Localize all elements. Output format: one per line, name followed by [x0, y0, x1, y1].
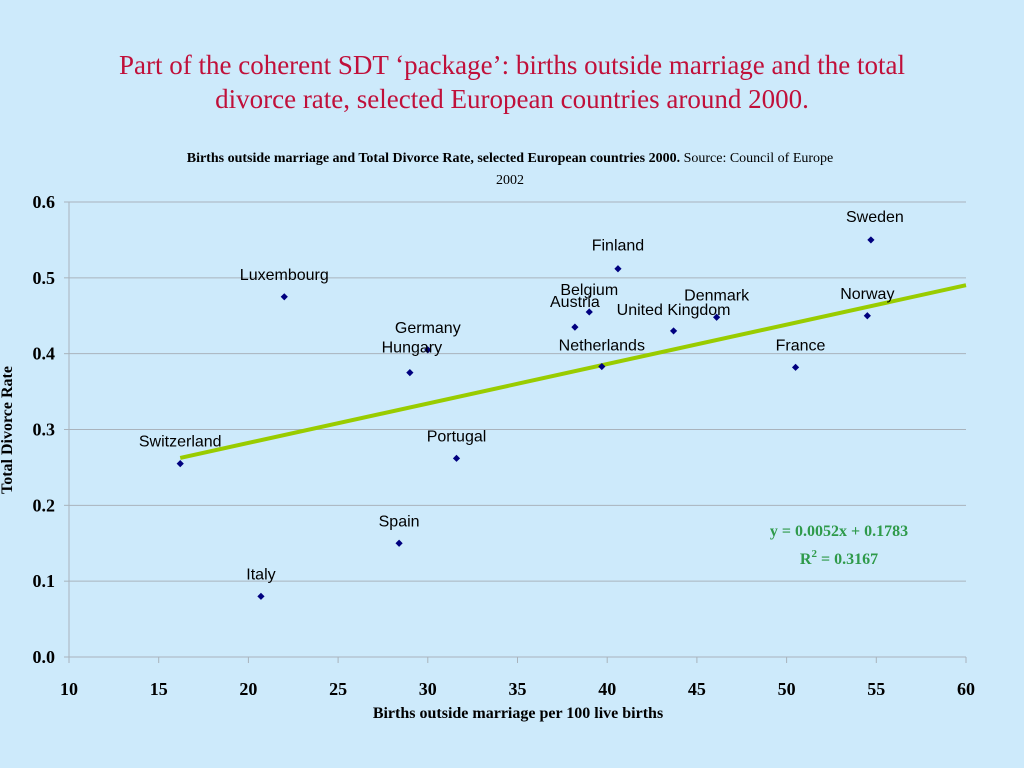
x-tick-label: 55 — [867, 679, 885, 699]
x-tick-label: 60 — [957, 679, 975, 699]
x-tick-label: 20 — [239, 679, 257, 699]
point-norway — [863, 312, 871, 320]
trendline-layer — [179, 283, 967, 460]
r2-suffix: = 0.3167 — [817, 551, 878, 568]
r2-prefix: R — [800, 551, 812, 568]
chart-title-main: Births outside marriage and Total Divorc… — [186, 151, 681, 166]
point-france — [791, 363, 800, 371]
point-denmark — [713, 313, 721, 321]
r2-superscript: 2 — [811, 548, 817, 560]
label-sweden: Sweden — [846, 209, 904, 226]
chart-title-source: Source: Council of Europe — [683, 151, 834, 166]
point-netherlands — [598, 362, 606, 371]
label-belgium: Belgium — [560, 282, 618, 299]
y-tick-label: 0.2 — [33, 495, 56, 515]
y-tick-label: 0.4 — [33, 344, 56, 364]
label-hungary: Hungary — [382, 340, 442, 357]
points-layer — [176, 236, 875, 600]
y-tick-label: 0.3 — [33, 420, 56, 440]
slide-title-line-1: Part of the coherent SDT ‘package’: birt… — [119, 50, 905, 80]
x-tick-label: 50 — [778, 679, 796, 699]
point-luxembourg — [280, 293, 288, 301]
y-axis-title: Total Divorce Rate — [0, 366, 16, 494]
trendline-r-squared: R2 = 0.3167 — [800, 548, 878, 568]
label-denmark: Denmark — [684, 287, 750, 304]
label-austria: Austria — [550, 294, 600, 311]
label-italy: Italy — [246, 566, 275, 583]
point-germany — [424, 346, 432, 354]
slide-title: Part of the coherent SDT ‘package’: birt… — [60, 48, 964, 116]
trendline-equation: y = 0.0052x + 0.1783 — [770, 523, 908, 540]
trendline — [179, 283, 967, 460]
label-spain: Spain — [379, 513, 420, 530]
axis-layer: 0.0 0.1 0.2 0.3 0.4 0.5 0.6 10 15 20 25 30 35 40 45 50 5… — [33, 192, 976, 699]
point-finland — [614, 265, 622, 273]
x-tick-label: 15 — [150, 679, 168, 699]
x-tick-label: 45 — [688, 679, 706, 699]
grid-layer — [69, 201, 966, 582]
x-tick-label: 30 — [419, 679, 437, 699]
x-axis-title: Births outside marriage per 100 live bir… — [373, 705, 663, 722]
label-switzerland: Switzerland — [139, 434, 222, 451]
label-germany: Germany — [395, 320, 461, 337]
chart-title-year: 2002 — [496, 173, 524, 188]
label-united-kingdom: United Kingdom — [617, 302, 731, 319]
y-tick-label: 0.6 — [33, 192, 56, 212]
point-portugal — [452, 454, 461, 462]
slide-title-line-2: divorce rate, selected European countrie… — [215, 84, 809, 114]
x-tick-label: 25 — [329, 679, 347, 699]
label-netherlands: Netherlands — [559, 338, 645, 355]
y-tick-label: 0.1 — [33, 571, 56, 591]
point-austria — [571, 323, 579, 331]
point-spain — [395, 539, 403, 547]
x-tick-label: 10 — [60, 679, 78, 699]
y-tick-label: 0.5 — [33, 268, 56, 288]
x-tick-label: 40 — [598, 679, 616, 699]
y-tick-label: 0.0 — [33, 647, 56, 667]
point-belgium — [585, 308, 593, 316]
chart-title: Births outside marriage and Total Divorc… — [100, 148, 920, 192]
point-hungary — [406, 369, 414, 377]
point-sweden — [867, 236, 875, 244]
label-france: France — [776, 337, 826, 354]
x-tick-label: 35 — [509, 679, 527, 699]
label-finland: Finland — [592, 238, 644, 255]
point-united-kingdom — [669, 327, 678, 335]
point-italy — [257, 592, 265, 600]
point-switzerland — [176, 460, 184, 468]
label-portugal: Portugal — [427, 428, 487, 445]
label-norway: Norway — [840, 286, 894, 303]
label-luxembourg: Luxembourg — [240, 267, 329, 284]
point-labels-layer: Sweden Finland Luxembourg Belgium Norway Denm… — [139, 209, 904, 583]
